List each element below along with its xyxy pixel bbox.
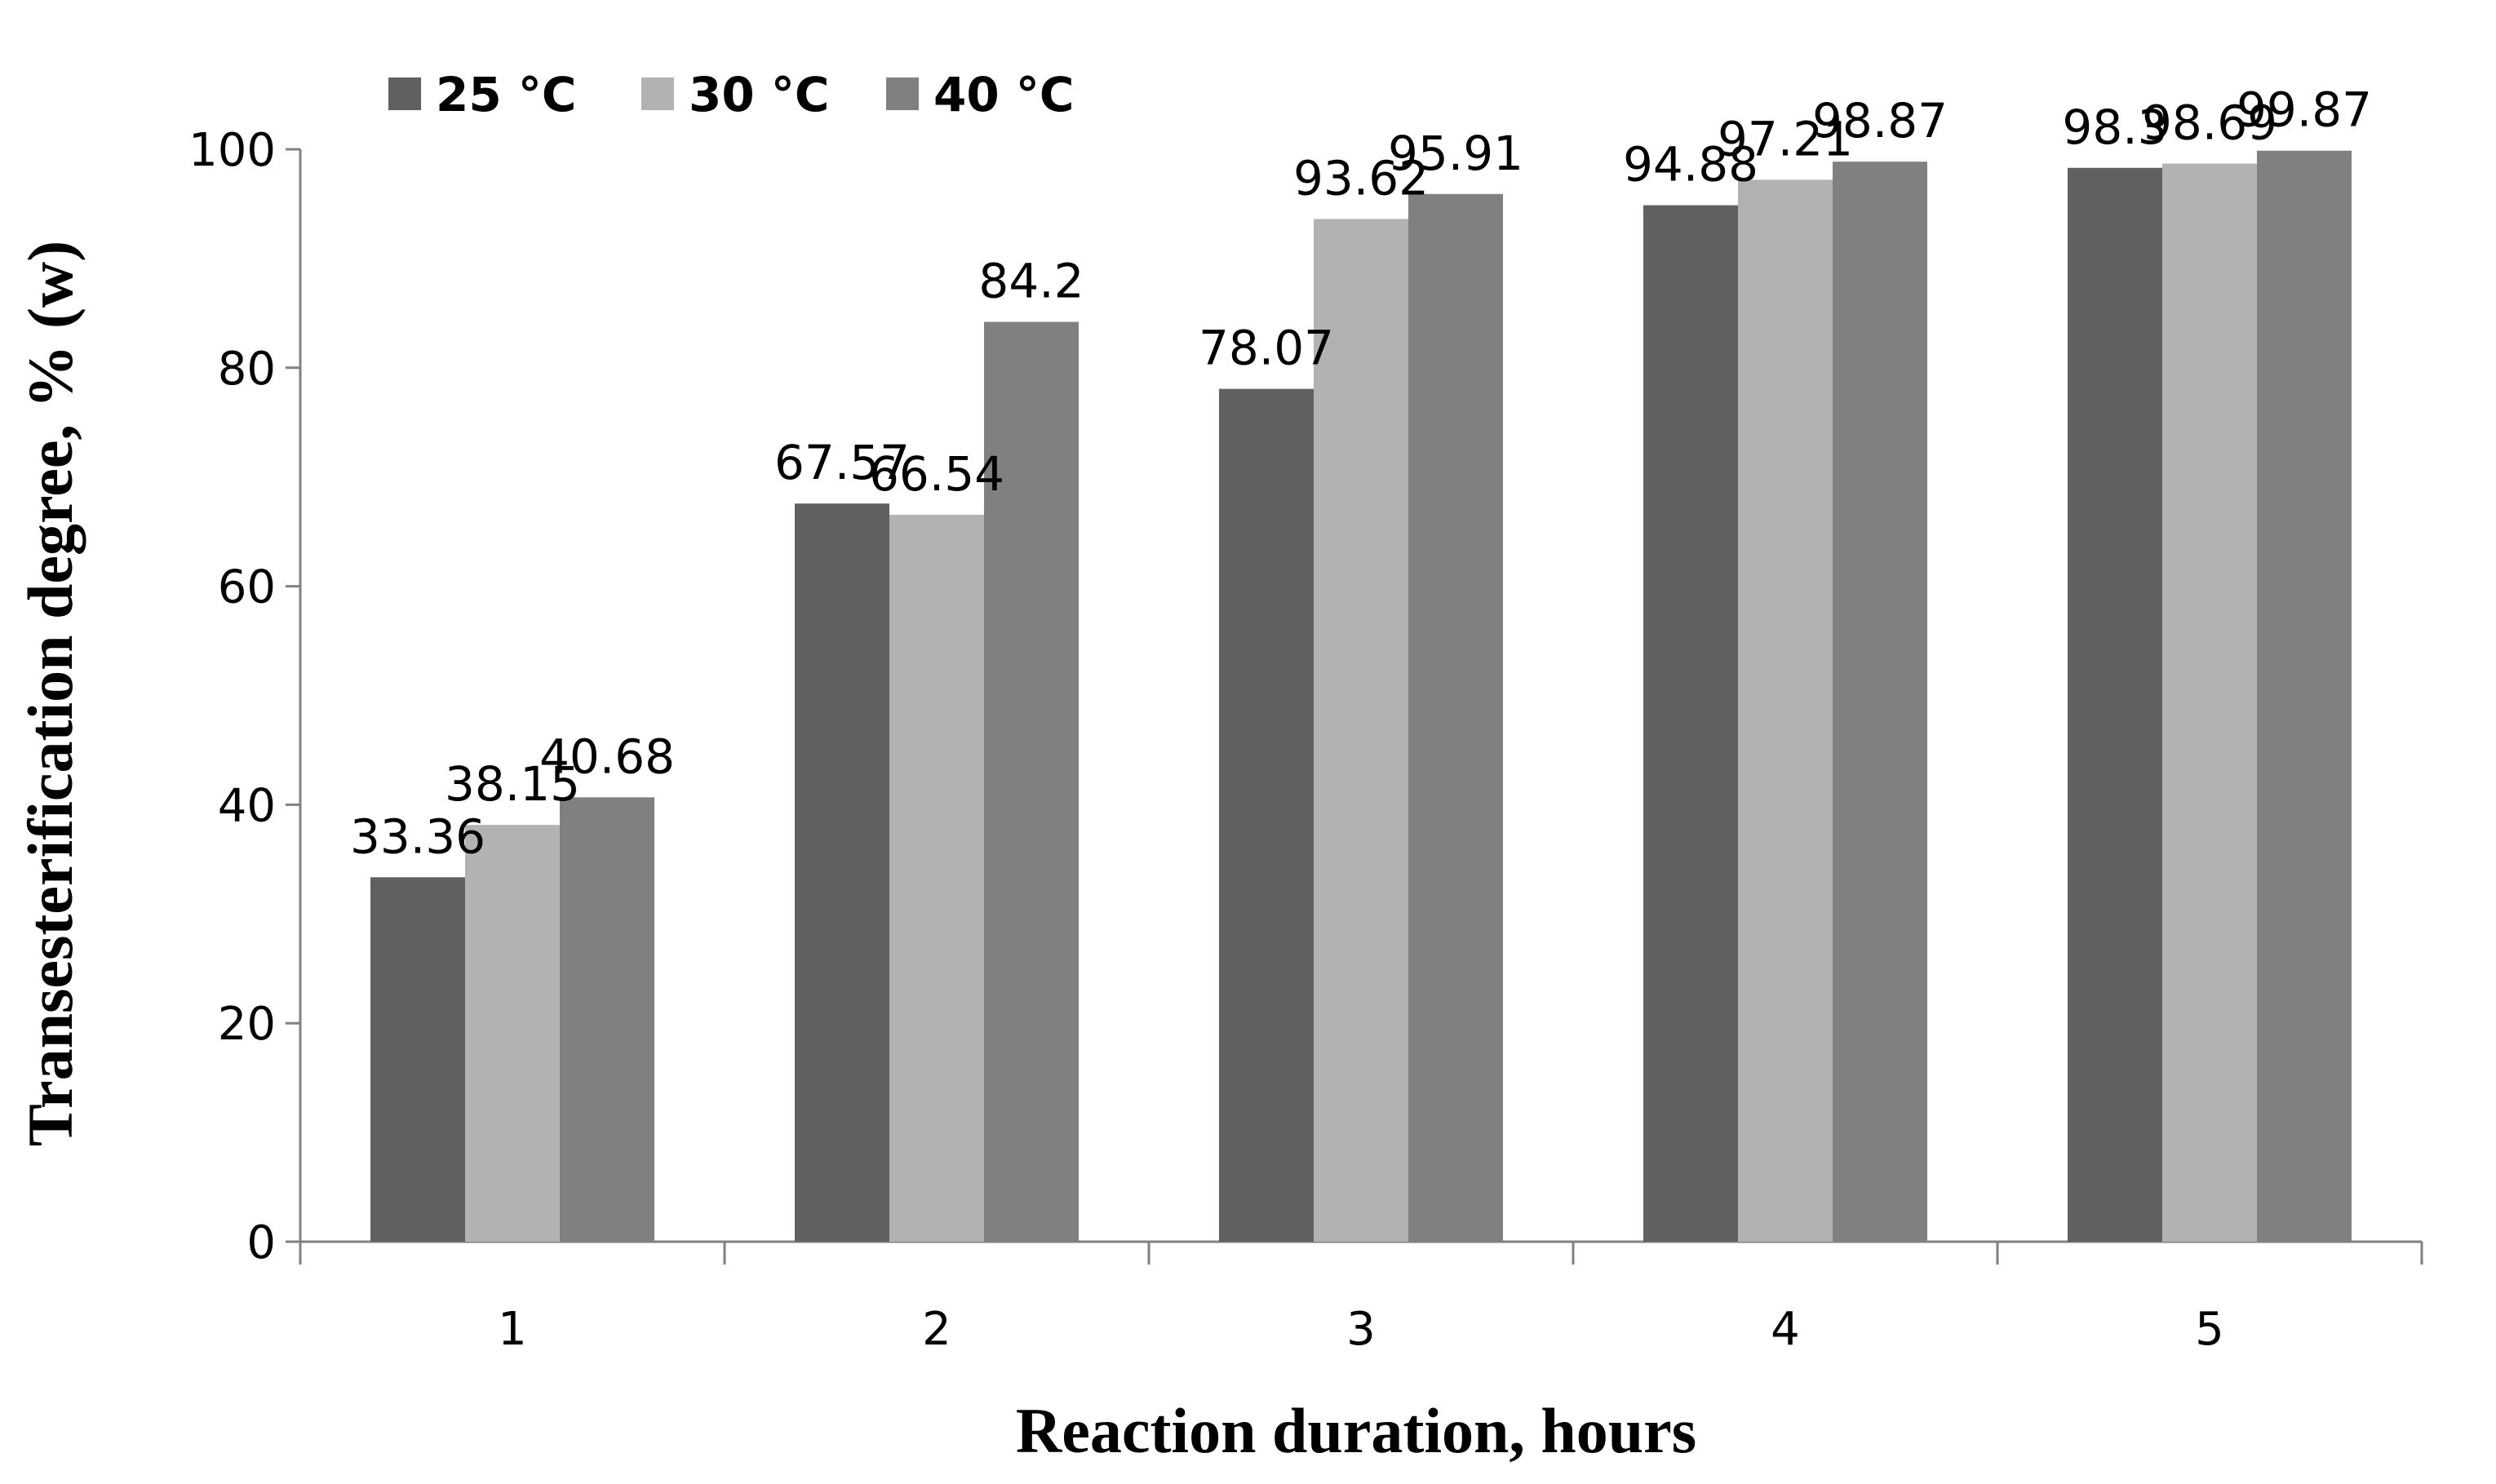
data-label: 38.15 — [445, 756, 580, 812]
bar — [889, 515, 984, 1242]
data-label: 97.21 — [1718, 111, 1853, 166]
data-label: 84.2 — [978, 254, 1084, 309]
bar — [2162, 163, 2257, 1242]
bar — [1738, 179, 1833, 1242]
bar — [1219, 388, 1314, 1242]
bar — [1643, 205, 1738, 1243]
data-label: 99.87 — [2237, 82, 2372, 138]
legend-swatch — [641, 78, 674, 110]
y-tick-label: 40 — [218, 779, 276, 832]
y-tick-label: 20 — [218, 998, 276, 1051]
bar — [2068, 167, 2162, 1243]
data-label: 93.62 — [1293, 150, 1429, 206]
data-label: 95.91 — [1388, 126, 1523, 181]
y-tick-label: 0 — [246, 1216, 276, 1269]
x-tick-label: 3 — [1346, 1303, 1376, 1356]
legend-label: 30 °C — [689, 67, 829, 122]
data-label: 40.68 — [539, 729, 675, 784]
y-tick-label: 60 — [218, 561, 276, 614]
x-tick-label: 4 — [1771, 1303, 1800, 1356]
x-tick-label: 1 — [498, 1303, 527, 1356]
bar — [1314, 219, 1408, 1242]
bar — [1408, 193, 1503, 1242]
data-label: 33.36 — [350, 808, 485, 864]
legend-label: 25 °C — [436, 67, 576, 122]
legend-swatch — [388, 78, 421, 110]
data-label: 66.54 — [869, 446, 1004, 502]
legend-swatch — [886, 78, 919, 110]
data-labels: 33.3638.1540.6867.5766.5484.278.0793.629… — [350, 82, 2372, 865]
y-axis: 0 20 40 60 80 100 — [188, 124, 302, 1269]
bar — [2257, 150, 2352, 1242]
y-tick-label: 80 — [218, 343, 276, 396]
legend-label: 40 °C — [933, 67, 1074, 122]
bar — [465, 825, 560, 1242]
data-label: 78.07 — [1199, 321, 1334, 376]
data-label: 98.3 — [2062, 100, 2167, 155]
bar — [560, 797, 654, 1242]
bars — [370, 150, 2352, 1243]
x-tick-label: 2 — [922, 1303, 951, 1356]
x-tick-label: 5 — [2195, 1303, 2224, 1356]
data-label: 94.88 — [1623, 137, 1758, 193]
bar — [984, 321, 1079, 1242]
bar — [370, 877, 465, 1242]
data-label: 98.69 — [2142, 95, 2277, 151]
data-label: 67.57 — [774, 435, 910, 490]
bar — [795, 503, 889, 1242]
x-axis-title: Reaction duration, hours — [1016, 1395, 1696, 1466]
y-axis-title: Transesterification degree, % (w) — [15, 241, 86, 1146]
x-axis: 1 2 3 4 5 — [299, 1240, 2423, 1356]
bar — [1833, 162, 1927, 1242]
y-tick-label: 100 — [188, 124, 276, 177]
legend: 25 °C 30 °C 40 °C — [388, 67, 1074, 122]
data-label: 98.87 — [1812, 93, 1948, 148]
